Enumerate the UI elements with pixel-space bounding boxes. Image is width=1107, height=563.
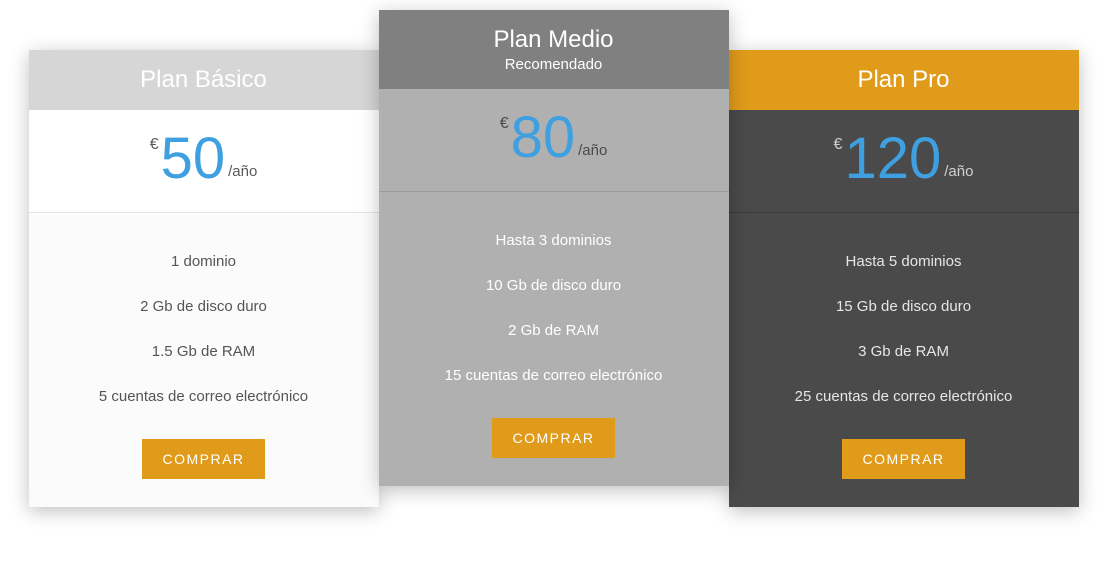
plan-feature: 2 Gb de disco duro xyxy=(47,284,361,329)
plan-header: Plan Básico xyxy=(29,50,379,110)
plan-feature: 1.5 Gb de RAM xyxy=(47,329,361,374)
plan-title: Plan Medio xyxy=(389,26,719,54)
plan-feature: 15 cuentas de correo electrónico xyxy=(397,353,711,398)
plan-price-block: € 120 /año xyxy=(729,110,1079,213)
plan-price: 80 xyxy=(511,109,576,167)
buy-button[interactable]: COMPRAR xyxy=(142,439,264,479)
plan-price: 120 xyxy=(844,130,941,188)
plan-cta-wrap: COMPRAR xyxy=(379,408,729,486)
plan-period: /año xyxy=(578,142,607,159)
plan-feature: 10 Gb de disco duro xyxy=(397,263,711,308)
plan-period: /año xyxy=(228,163,257,180)
buy-button[interactable]: COMPRAR xyxy=(492,418,614,458)
currency-symbol: € xyxy=(150,136,159,154)
plan-feature: Hasta 3 dominios xyxy=(397,218,711,263)
plan-feature: 2 Gb de RAM xyxy=(397,308,711,353)
plan-feature: Hasta 5 dominios xyxy=(747,239,1061,284)
plan-feature: 5 cuentas de correo electrónico xyxy=(47,374,361,419)
plan-features: 1 dominio 2 Gb de disco duro 1.5 Gb de R… xyxy=(29,213,379,429)
plan-cta-wrap: COMPRAR xyxy=(29,429,379,507)
plan-card-pro: Plan Pro € 120 /año Hasta 5 dominios 15 … xyxy=(729,50,1079,507)
plan-feature: 15 Gb de disco duro xyxy=(747,284,1061,329)
plan-title: Plan Básico xyxy=(39,66,369,94)
plan-header: Plan Medio Recomendado xyxy=(379,10,729,89)
currency-symbol: € xyxy=(500,115,509,133)
plan-features: Hasta 3 dominios 10 Gb de disco duro 2 G… xyxy=(379,192,729,408)
plan-price-block: € 50 /año xyxy=(29,110,379,213)
plan-feature: 1 dominio xyxy=(47,239,361,284)
plan-feature: 25 cuentas de correo electrónico xyxy=(747,374,1061,419)
plan-title: Plan Pro xyxy=(739,66,1069,94)
pricing-table: Plan Básico € 50 /año 1 dominio 2 Gb de … xyxy=(29,10,1079,507)
plan-features: Hasta 5 dominios 15 Gb de disco duro 3 G… xyxy=(729,213,1079,429)
plan-period: /año xyxy=(944,163,973,180)
plan-feature: 3 Gb de RAM xyxy=(747,329,1061,374)
plan-price-block: € 80 /año xyxy=(379,89,729,192)
plan-header: Plan Pro xyxy=(729,50,1079,110)
plan-price: 50 xyxy=(161,130,226,188)
plan-card-medio: Plan Medio Recomendado € 80 /año Hasta 3… xyxy=(379,10,729,486)
buy-button[interactable]: COMPRAR xyxy=(842,439,964,479)
plan-card-basic: Plan Básico € 50 /año 1 dominio 2 Gb de … xyxy=(29,50,379,507)
plan-cta-wrap: COMPRAR xyxy=(729,429,1079,507)
currency-symbol: € xyxy=(834,136,843,154)
plan-subtitle: Recomendado xyxy=(389,56,719,73)
